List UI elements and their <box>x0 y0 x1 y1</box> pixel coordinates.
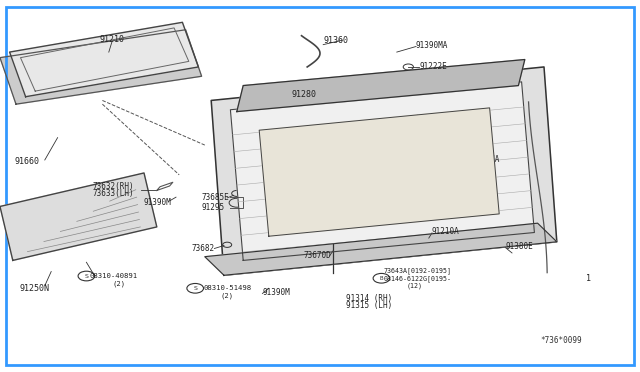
Text: 73633(LH): 73633(LH) <box>93 189 134 198</box>
Text: 91390MA: 91390MA <box>467 155 500 164</box>
Text: 73670D: 73670D <box>304 251 332 260</box>
Text: (2): (2) <box>112 280 125 287</box>
Polygon shape <box>0 30 202 104</box>
Text: 1: 1 <box>586 274 591 283</box>
Text: 73670C: 73670C <box>396 214 423 223</box>
Text: 91390MA: 91390MA <box>416 41 449 50</box>
Text: 73643A[0192-0195]: 73643A[0192-0195] <box>384 267 452 274</box>
Polygon shape <box>0 173 157 260</box>
Text: 08310-40891: 08310-40891 <box>90 273 138 279</box>
Text: 91295: 91295 <box>202 203 225 212</box>
Text: 91318N: 91318N <box>470 193 498 202</box>
Text: 08146-6122G[0195-: 08146-6122G[0195- <box>384 275 452 282</box>
Text: 91390M: 91390M <box>262 288 290 296</box>
Text: 08310-51498: 08310-51498 <box>204 285 252 291</box>
Text: B: B <box>380 276 383 281</box>
Text: 73685E: 73685E <box>202 193 229 202</box>
Text: 91210A: 91210A <box>432 227 460 236</box>
Text: 91390M: 91390M <box>144 198 172 207</box>
Text: 73682: 73682 <box>192 244 215 253</box>
Polygon shape <box>230 82 534 260</box>
Polygon shape <box>10 22 198 97</box>
Text: 91210: 91210 <box>99 35 124 44</box>
Polygon shape <box>259 108 499 236</box>
Text: 91315 (LH): 91315 (LH) <box>346 301 392 310</box>
Text: 91380E: 91380E <box>506 242 533 251</box>
Text: 91250N: 91250N <box>19 284 49 293</box>
Polygon shape <box>205 223 557 275</box>
Text: 91249+A: 91249+A <box>310 161 343 170</box>
Text: 91249: 91249 <box>310 152 333 161</box>
Text: 91314 (RH): 91314 (RH) <box>346 294 392 303</box>
Text: 91350M: 91350M <box>416 114 444 123</box>
Text: 91360: 91360 <box>324 36 349 45</box>
Text: 73632(RH): 73632(RH) <box>93 182 134 191</box>
Text: 91222E: 91222E <box>419 62 447 71</box>
Polygon shape <box>211 67 557 275</box>
Text: *736*0099: *736*0099 <box>541 336 582 345</box>
Circle shape <box>446 192 469 206</box>
Text: S: S <box>193 286 197 291</box>
Polygon shape <box>237 60 525 112</box>
Text: S: S <box>84 273 88 279</box>
Text: (2): (2) <box>221 292 234 299</box>
Text: 91660: 91660 <box>14 157 39 166</box>
Text: (12): (12) <box>406 282 422 289</box>
Text: 91280: 91280 <box>291 90 316 99</box>
